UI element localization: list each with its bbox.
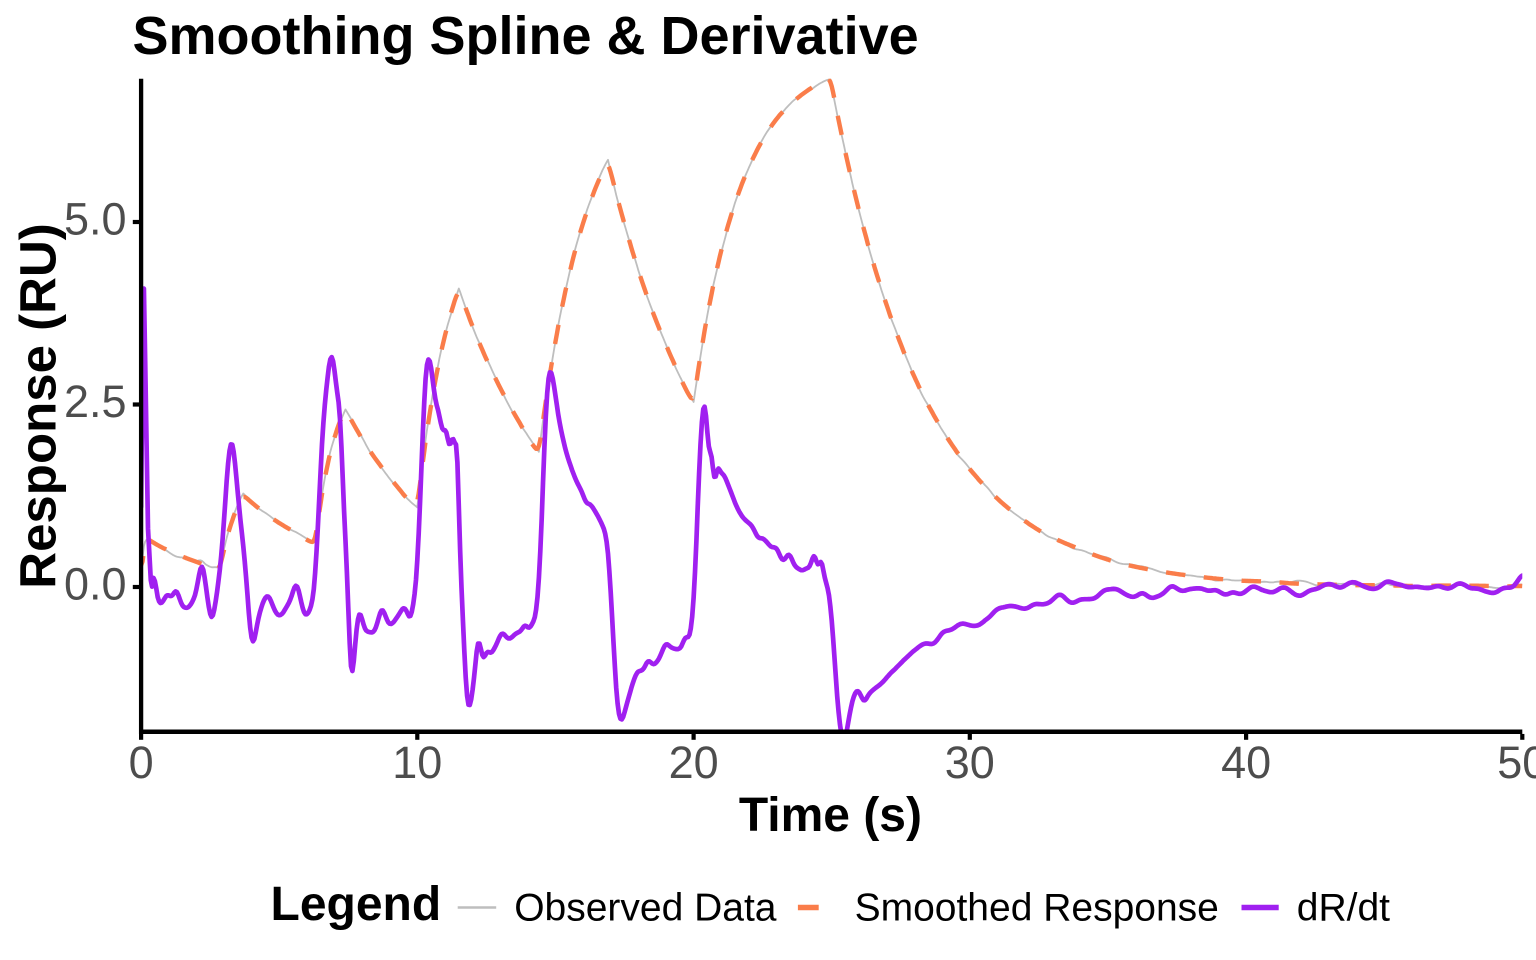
- svg-text:dR/dt: dR/dt: [1297, 887, 1390, 930]
- svg-text:0.0: 0.0: [64, 559, 127, 610]
- svg-text:20: 20: [669, 737, 719, 788]
- svg-text:5.0: 5.0: [64, 194, 127, 245]
- svg-text:Time (s): Time (s): [739, 789, 922, 842]
- svg-text:Response (RU): Response (RU): [10, 223, 67, 589]
- svg-text:40: 40: [1221, 737, 1271, 788]
- svg-text:0: 0: [129, 737, 154, 788]
- svg-text:Legend: Legend: [271, 878, 442, 931]
- svg-text:10: 10: [392, 737, 442, 788]
- svg-text:Smoothed Response: Smoothed Response: [855, 887, 1219, 930]
- svg-text:2.5: 2.5: [64, 376, 127, 427]
- svg-text:50: 50: [1497, 737, 1536, 788]
- svg-text:30: 30: [945, 737, 995, 788]
- svg-text:Observed Data: Observed Data: [514, 887, 777, 930]
- svg-text:Smoothing Spline & Derivative: Smoothing Spline & Derivative: [133, 6, 919, 66]
